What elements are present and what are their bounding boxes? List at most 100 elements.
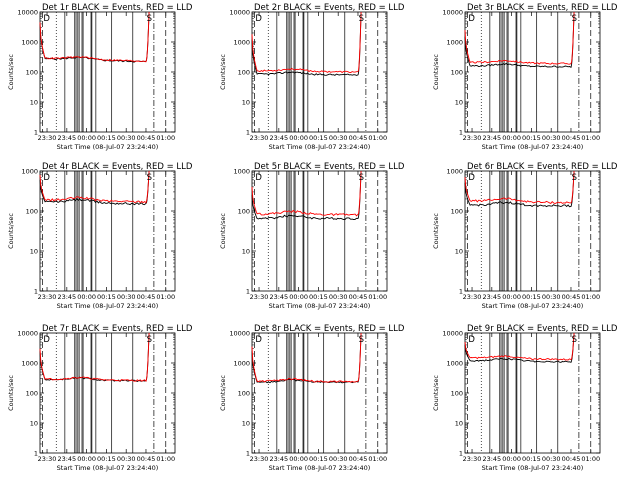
x-tick-label: 23:45 — [482, 134, 501, 142]
x-axis-label: Start Time (08-Jul-07 23:24:40) — [57, 143, 159, 151]
y-tick-label: 10 — [30, 247, 38, 255]
lld-series-line — [251, 11, 362, 74]
x-tick-label: 00:45 — [137, 134, 156, 142]
y-tick-label: 1 — [34, 449, 38, 457]
chart-title: Det 1r BLACK = Events, RED = LLD — [42, 3, 193, 13]
y-tick-label: 1000 — [21, 38, 38, 46]
lld-series-line — [251, 332, 362, 383]
x-tick-label: 01:00 — [581, 455, 600, 463]
x-tick-label: 00:45 — [349, 293, 368, 301]
x-tick-label: 00:15 — [522, 455, 541, 463]
marker-d-label: D — [468, 14, 475, 24]
y-tick-label: 1 — [459, 287, 463, 295]
marker-s-label: S — [147, 173, 152, 183]
chart-title: Det 2r BLACK = Events, RED = LLD — [254, 3, 405, 13]
x-tick-label: 00:30 — [542, 455, 561, 463]
y-tick-label: 100 — [451, 207, 463, 215]
y-tick-label: 100 — [238, 389, 250, 397]
marker-s-label: S — [572, 173, 577, 183]
y-tick-label: 100 — [26, 389, 38, 397]
y-tick-label: 1 — [246, 287, 250, 295]
y-tick-label: 100 — [451, 68, 463, 76]
lld-series-line — [251, 170, 362, 217]
lld-series-line — [464, 170, 575, 204]
x-tick-label: 00:45 — [137, 455, 156, 463]
marker-d-label: D — [468, 335, 475, 345]
x-axis-label: Start Time (08-Jul-07 23:24:40) — [482, 302, 584, 310]
y-tick-label: 10 — [242, 98, 250, 106]
x-tick-label: 00:15 — [97, 455, 116, 463]
events-series-line — [251, 170, 362, 220]
x-tick-label: 23:45 — [57, 134, 76, 142]
detector-panel-5: Det 5r BLACK = Events, RED = LLD 1 10 100 10… — [219, 162, 405, 310]
y-tick-label: 10 — [455, 419, 463, 427]
x-tick-label: 00:15 — [522, 134, 541, 142]
x-tick-label: 23:30 — [463, 134, 482, 142]
x-tick-label: 01:00 — [156, 455, 175, 463]
detector-panel-1: Det 1r BLACK = Events, RED = LLD 1 10 100 10… — [7, 3, 193, 151]
y-axis-label: Counts/sec — [7, 375, 15, 411]
y-tick-label: 1 — [246, 449, 250, 457]
marker-d-label: D — [255, 14, 262, 24]
y-tick-label: 100 — [451, 389, 463, 397]
chart-title: Det 3r BLACK = Events, RED = LLD — [467, 3, 618, 13]
y-tick-label: 10 — [30, 98, 38, 106]
y-tick-label: 1000 — [446, 167, 463, 175]
y-tick-label: 1 — [459, 449, 463, 457]
detector-panel-6: Det 6r BLACK = Events, RED = LLD 1 10 100 10… — [432, 162, 618, 310]
y-tick-label: 1 — [459, 128, 463, 136]
x-tick-label: 23:30 — [38, 293, 57, 301]
x-axis-label: Start Time (08-Jul-07 23:24:40) — [482, 143, 584, 151]
x-tick-label: 01:00 — [581, 293, 600, 301]
chart-title: Det 6r BLACK = Events, RED = LLD — [467, 162, 618, 172]
y-tick-label: 100 — [238, 68, 250, 76]
x-tick-label: 00:00 — [289, 293, 308, 301]
x-tick-label: 00:00 — [502, 455, 521, 463]
x-tick-label: 01:00 — [156, 293, 175, 301]
chart-title: Det 9r BLACK = Events, RED = LLD — [467, 324, 618, 334]
y-axis-label: Counts/sec — [432, 375, 440, 411]
marker-d-label: D — [468, 173, 475, 183]
x-axis-label: Start Time (08-Jul-07 23:24:40) — [57, 464, 159, 472]
y-tick-label: 100 — [26, 68, 38, 76]
x-axis-label: Start Time (08-Jul-07 23:24:40) — [57, 302, 159, 310]
y-tick-label: 10000 — [229, 8, 250, 16]
y-axis-label: Counts/sec — [7, 54, 15, 90]
marker-d-label: D — [255, 335, 262, 345]
y-tick-label: 10 — [242, 247, 250, 255]
detector-panel-4: Det 4r BLACK = Events, RED = LLD 1 10 100 10… — [7, 162, 193, 310]
y-tick-label: 1000 — [233, 167, 250, 175]
y-tick-label: 10000 — [17, 329, 38, 337]
x-tick-label: 00:00 — [502, 134, 521, 142]
marker-s-label: S — [359, 335, 364, 345]
marker-d-label: D — [43, 14, 50, 24]
x-tick-label: 23:30 — [38, 455, 57, 463]
x-tick-label: 23:30 — [250, 134, 269, 142]
chart-title: Det 5r BLACK = Events, RED = LLD — [254, 162, 405, 172]
x-tick-label: 23:30 — [463, 293, 482, 301]
plot-frame — [39, 170, 176, 292]
marker-s-label: S — [359, 173, 364, 183]
x-tick-label: 00:30 — [117, 293, 136, 301]
y-tick-label: 10000 — [229, 329, 250, 337]
y-axis-label: Counts/sec — [219, 213, 227, 249]
x-tick-label: 00:30 — [542, 293, 561, 301]
x-tick-label: 00:15 — [309, 134, 328, 142]
detector-panel-8: Det 8r BLACK = Events, RED = LLD 1 10 100 10… — [219, 324, 405, 472]
y-axis-label: Counts/sec — [432, 54, 440, 90]
plot-frame — [464, 332, 601, 454]
marker-s-label: S — [147, 335, 152, 345]
x-tick-label: 00:45 — [349, 134, 368, 142]
y-tick-label: 10000 — [17, 8, 38, 16]
y-tick-label: 100 — [26, 207, 38, 215]
x-tick-label: 23:45 — [269, 134, 288, 142]
x-tick-label: 23:45 — [57, 455, 76, 463]
x-tick-label: 00:30 — [329, 293, 348, 301]
x-tick-label: 01:00 — [581, 134, 600, 142]
plot-frame — [39, 332, 176, 454]
x-tick-label: 00:45 — [137, 293, 156, 301]
lld-series-line — [39, 11, 150, 63]
x-tick-label: 00:45 — [562, 455, 581, 463]
x-tick-label: 00:30 — [117, 134, 136, 142]
